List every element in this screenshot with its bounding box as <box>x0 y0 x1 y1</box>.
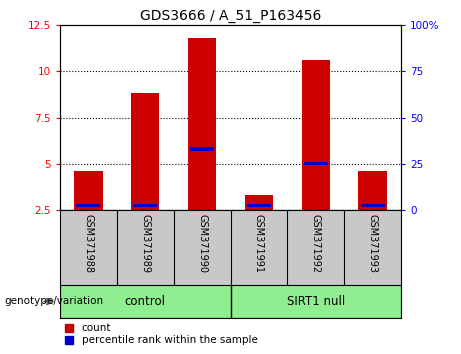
Bar <box>190 147 214 150</box>
Bar <box>304 162 328 165</box>
Text: GSM371989: GSM371989 <box>140 214 150 273</box>
Text: GSM371992: GSM371992 <box>311 214 321 273</box>
Text: SIRT1 null: SIRT1 null <box>287 295 345 308</box>
Text: genotype/variation: genotype/variation <box>5 297 104 307</box>
Text: GSM371991: GSM371991 <box>254 214 264 273</box>
Bar <box>133 204 157 207</box>
Bar <box>76 204 100 207</box>
Bar <box>60 285 230 318</box>
Text: GSM371988: GSM371988 <box>83 214 94 273</box>
Legend: count, percentile rank within the sample: count, percentile rank within the sample <box>65 323 258 345</box>
Bar <box>230 285 401 318</box>
Bar <box>245 195 273 210</box>
Bar <box>358 171 387 210</box>
Title: GDS3666 / A_51_P163456: GDS3666 / A_51_P163456 <box>140 8 321 23</box>
Bar <box>301 60 330 210</box>
Text: GSM371990: GSM371990 <box>197 214 207 273</box>
Text: GSM371993: GSM371993 <box>367 214 378 273</box>
Bar <box>131 93 160 210</box>
Bar <box>188 38 216 210</box>
Bar <box>74 171 102 210</box>
Bar <box>361 204 385 207</box>
Text: control: control <box>125 295 165 308</box>
Bar <box>247 204 271 207</box>
